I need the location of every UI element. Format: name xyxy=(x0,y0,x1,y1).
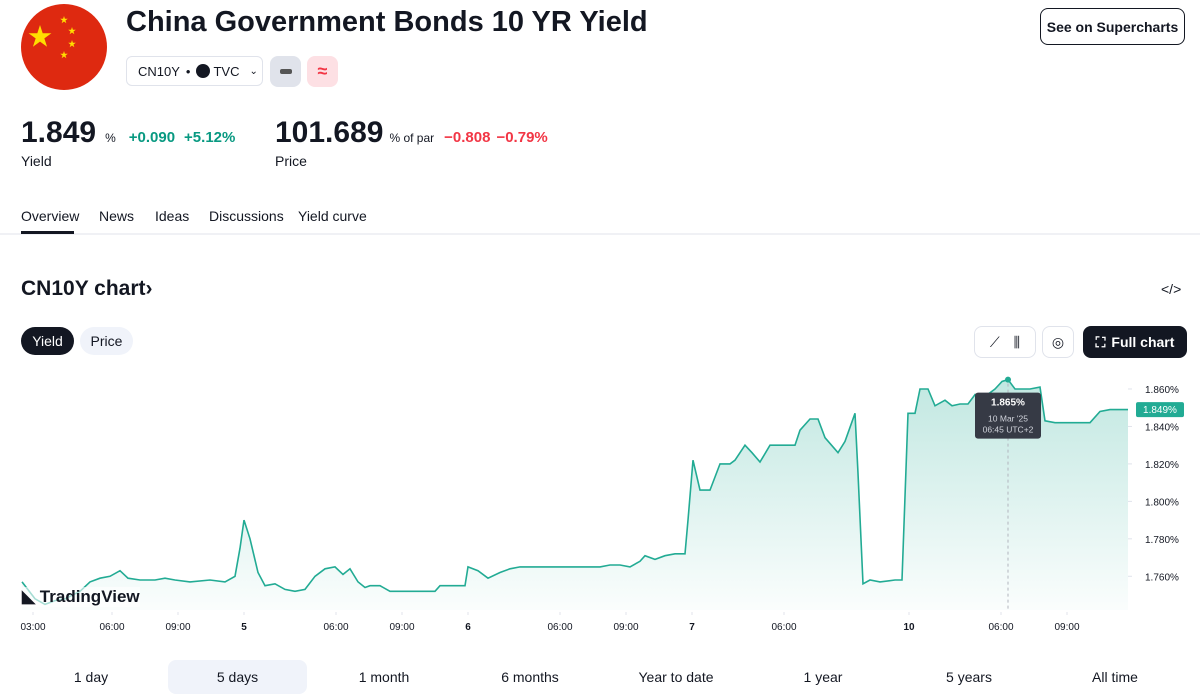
x-tick-label: 10 xyxy=(903,622,915,633)
fullscreen-icon: ⛶ xyxy=(1095,333,1106,350)
snapshot-icon[interactable]: ◎ xyxy=(1042,326,1074,358)
tab[interactable]: Yield curve xyxy=(298,208,367,224)
tab[interactable]: News xyxy=(99,208,135,224)
chart-style-switch[interactable]: ⟋ ⫼ xyxy=(974,326,1036,358)
tooltip-box xyxy=(975,392,1041,439)
range-button[interactable]: All time xyxy=(1092,669,1138,685)
exchange: TVC xyxy=(213,63,240,79)
range-button[interactable]: Year to date xyxy=(638,669,714,685)
toggle-active[interactable]: Yield xyxy=(21,327,74,355)
range-button[interactable]: 6 months xyxy=(501,669,559,685)
full-chart-label: Full chart xyxy=(1111,334,1175,350)
quote-label: Yield xyxy=(21,153,52,169)
quote-unit: % of par xyxy=(389,131,435,145)
separator: • xyxy=(185,63,191,79)
tab[interactable]: Discussions xyxy=(209,208,284,224)
range-button[interactable]: 1 year xyxy=(803,669,843,685)
x-tick-label: 06:00 xyxy=(99,622,124,633)
x-tick-label: 09:00 xyxy=(1054,622,1079,633)
x-tick-label: 06:00 xyxy=(771,622,796,633)
chevron: ⌄ xyxy=(249,65,258,77)
last-value-label: 1.849% xyxy=(1143,405,1177,416)
y-tick-label: 1.780% xyxy=(1145,535,1179,546)
type-icon: ≈ xyxy=(307,56,338,87)
quote-change: +0.090 xyxy=(128,129,176,146)
y-tick-label: 1.760% xyxy=(1145,572,1179,583)
y-tick-label: 1.820% xyxy=(1145,460,1179,471)
supercharts-button[interactable]: See on Supercharts xyxy=(1040,8,1185,45)
y-tick-label: 1.840% xyxy=(1145,422,1179,433)
x-tick-label: 03:00 xyxy=(20,622,45,633)
candle-icon: ⫼ xyxy=(1013,333,1021,350)
x-tick-label: 5 xyxy=(241,622,247,633)
quote-label: Price xyxy=(275,153,307,169)
watermark-text: TradingView xyxy=(39,587,140,606)
embed-icon[interactable]: </> xyxy=(1161,281,1182,297)
title: China Government Bonds 10 YR Yield xyxy=(126,6,648,38)
tooltip-date: 10 Mar '25 xyxy=(988,414,1028,424)
quote-unit: % xyxy=(105,131,116,145)
range-button-active[interactable]: 5 days xyxy=(168,660,307,694)
symbol-pill[interactable]: CN10Y • TVC ⌄ xyxy=(126,56,263,86)
flag xyxy=(21,4,107,90)
toggle[interactable]: Price xyxy=(80,327,133,355)
price-quote: 101.689 % of par −0.808 −0.79% xyxy=(275,116,548,150)
hover-dot xyxy=(1005,376,1011,383)
area-icon: ⟋ xyxy=(989,333,1000,350)
tab[interactable]: Ideas xyxy=(155,208,190,224)
quote-change-percent: −0.79% xyxy=(496,129,548,146)
x-tick-label: 6 xyxy=(465,622,471,633)
chart-arrow: › xyxy=(145,277,153,300)
tooltip-value: 1.865% xyxy=(991,398,1025,409)
y-tick-label: 1.860% xyxy=(1145,385,1179,396)
area xyxy=(22,379,1128,610)
tooltip-time: 06:45 UTC+2 xyxy=(983,425,1034,435)
quote-change-percent: +5.12% xyxy=(184,129,236,146)
x-tick-label: 06:00 xyxy=(323,622,348,633)
tab[interactable]: Overview xyxy=(21,208,80,224)
x-tick-label: 09:00 xyxy=(613,622,638,633)
symbol: CN10Y xyxy=(138,63,180,79)
quote-change: −0.808 xyxy=(444,129,491,146)
x-tick-label: 09:00 xyxy=(389,622,414,633)
quote-value: 101.689 xyxy=(275,116,384,149)
chart-title: CN10Y chart xyxy=(21,277,146,300)
x-tick-label: 09:00 xyxy=(165,622,190,633)
range-button[interactable]: 5 years xyxy=(946,669,992,685)
range-button[interactable]: 1 day xyxy=(73,669,109,685)
x-tick-label: 7 xyxy=(689,622,695,633)
chart-heading[interactable]: CN10Y chart› xyxy=(21,277,153,301)
exchange-logo xyxy=(196,64,211,78)
full-chart-button[interactable]: ⛶ Full chart xyxy=(1083,326,1187,358)
type-icon xyxy=(270,56,301,87)
x-tick-label: 06:00 xyxy=(547,622,572,633)
x-tick-label: 06:00 xyxy=(988,622,1013,633)
last-value-box xyxy=(1136,402,1184,418)
line xyxy=(21,378,1128,606)
range-button[interactable]: 1 month xyxy=(358,669,410,685)
watermark: ◣ TradingView xyxy=(22,587,140,607)
yield-quote: 1.849 % +0.090 +5.12% xyxy=(21,116,235,150)
quote-value: 1.849 xyxy=(21,116,97,149)
y-tick-label: 1.800% xyxy=(1145,497,1179,508)
